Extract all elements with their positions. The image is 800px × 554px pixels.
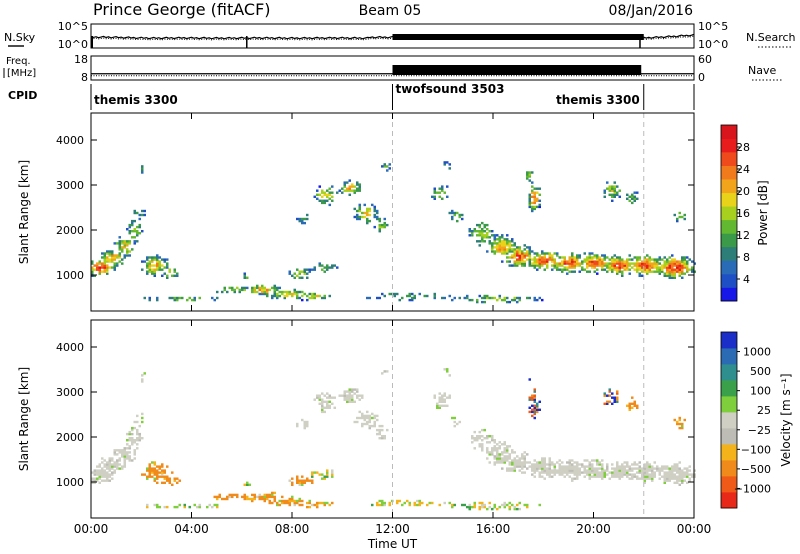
noise-panel-frame: [90, 23, 695, 49]
noise-right-label: N.Search: [746, 31, 796, 44]
power-panel-colorbar-seg-5: [721, 219, 737, 234]
power-panel-colorbar-seg-0: [721, 287, 737, 302]
power-panel-colorbar-seg-6: [721, 206, 737, 221]
freq-label-1: Freq.: [6, 56, 31, 67]
noise-right-tick-top: 10^5: [698, 20, 728, 33]
power-panel-colorbar-seg-8: [721, 179, 737, 194]
velocity-panel-ylabel: Slant Range [km]: [17, 367, 31, 471]
noise-left-tick-top: 10^5: [58, 20, 88, 33]
velocity-panel-colorbar-seg-6: [721, 396, 737, 413]
velocity-panel-cbtick-label-3: 25: [757, 404, 771, 417]
power-panel-ytick-label-3: 4000: [56, 134, 84, 147]
freq-panel-frame: [90, 55, 695, 81]
noise-search-line: [90, 35, 695, 41]
power-panel-cbtick-label-4: 20: [736, 185, 750, 198]
velocity-panel-cbtick-label-6: −500: [741, 463, 771, 476]
nave-label: Nave: [748, 64, 776, 77]
power-panel-cbtick-label-5: 24: [736, 163, 750, 176]
power-panel-cbtick-label-1: 8: [743, 251, 750, 264]
velocity-panel-cbtick-label-4: −25: [748, 424, 771, 437]
power-panel-cbtick-label-0: 4: [743, 273, 750, 286]
power-panel: [90, 112, 740, 312]
freq-dense-segment: [392, 65, 642, 75]
noise-right-tick-bottom: 10^0: [698, 38, 728, 51]
velocity-panel-ytick-label-3: 4000: [56, 341, 84, 354]
velocity-panel-cbtick-label-1: 500: [750, 365, 771, 378]
velocity-panel-colorbar-seg-7: [721, 380, 737, 397]
xtick-label-0: 00:00: [74, 522, 109, 536]
cpid-segment-2: themis 3300: [556, 93, 640, 107]
velocity-panel-colorbar-frame: [720, 331, 738, 509]
power-panel-ylabel: Slant Range [km]: [17, 160, 31, 264]
velocity-panel-colorbar-seg-2: [721, 460, 737, 477]
velocity-panel-colorbar-seg-1: [721, 476, 737, 493]
beam-label: Beam 05: [359, 3, 422, 19]
power-panel-ytick-label-1: 2000: [56, 224, 84, 237]
velocity-panel-colorbar-seg-4: [721, 428, 737, 445]
power-panel-ytick-label-2: 3000: [56, 179, 84, 192]
station-title: Prince George (fitACF): [93, 0, 271, 19]
power-panel-cbtick-label-3: 16: [736, 207, 750, 220]
xtick-label-5: 20:00: [576, 522, 611, 536]
velocity-panel-colorbar-seg-3: [721, 444, 737, 461]
nave-tick-top: 60: [698, 53, 712, 66]
date-label: 08/Jan/2016: [609, 3, 694, 19]
velocity-panel: [90, 319, 740, 519]
power-panel-colorbar-seg-7: [721, 192, 737, 207]
velocity-panel-colorbar-seg-5: [721, 412, 737, 429]
velocity-panel-cbtick-label-2: 100: [750, 385, 771, 398]
cpid-segment-0: themis 3300: [94, 93, 178, 107]
xtick-label-4: 16:00: [476, 522, 511, 536]
velocity-panel-ytick-label-0: 1000: [56, 476, 84, 489]
velocity-panel-colorbar-seg-0: [721, 492, 737, 509]
nave-tick-bottom: 0: [698, 71, 705, 84]
power-panel-colorbar-seg-2: [721, 260, 737, 275]
velocity-panel-colorbar-label: Velocity [m s⁻¹]: [779, 373, 793, 466]
xtick-label-3: 12:00: [375, 522, 410, 536]
cpid-label: CPID: [8, 89, 37, 102]
velocity-panel-cbtick-label-5: −100: [741, 443, 771, 456]
power-panel-colorbar-seg-4: [721, 233, 737, 248]
freq-tick-top: 18: [74, 53, 88, 66]
power-panel-colorbar-seg-10: [721, 152, 737, 166]
velocity-panel-colorbar-seg-9: [721, 348, 737, 365]
cpid-segment-1: twofsound 3503: [396, 82, 505, 96]
noise-dense-segment: [392, 34, 644, 40]
velocity-panel-colorbar-seg-10: [721, 332, 737, 349]
velocity-panel-cbtick-label-7: −1000: [734, 482, 771, 495]
freq-label-2: [MHz]: [7, 68, 36, 79]
velocity-panel-colorbar: [720, 331, 740, 509]
power-panel-colorbar-label: Power [dB]: [756, 180, 770, 245]
xtick-label-1: 04:00: [174, 522, 209, 536]
velocity-panel-colorbar-seg-8: [721, 364, 737, 381]
power-panel-colorbar-seg-1: [721, 273, 737, 288]
power-panel-colorbar-seg-12: [721, 125, 737, 139]
power-panel-colorbar-seg-3: [721, 246, 737, 261]
noise-left-label: N.Sky: [4, 31, 36, 44]
power-panel-cbtick-label-2: 12: [736, 229, 750, 242]
power-panel-cells: [91, 161, 696, 304]
freq-tick-bottom: 8: [81, 71, 88, 84]
velocity-panel-ytick-label-1: 2000: [56, 431, 84, 444]
power-panel-colorbar-seg-9: [721, 165, 737, 180]
velocity-panel-cells: [91, 368, 696, 511]
xtick-label-2: 08:00: [275, 522, 310, 536]
velocity-panel-ytick-label-2: 3000: [56, 386, 84, 399]
velocity-panel-cbtick-label-0: 1000: [743, 346, 771, 359]
power-panel-cbtick-label-6: 28: [736, 141, 750, 154]
xtick-label-6: 00:00: [677, 522, 712, 536]
power-panel-colorbar: [720, 124, 740, 302]
power-panel-colorbar-seg-11: [721, 138, 737, 153]
noise-left-tick-bottom: 10^0: [58, 38, 88, 51]
power-panel-ytick-label-0: 1000: [56, 269, 84, 282]
xaxis-label: Time UT: [367, 537, 418, 551]
